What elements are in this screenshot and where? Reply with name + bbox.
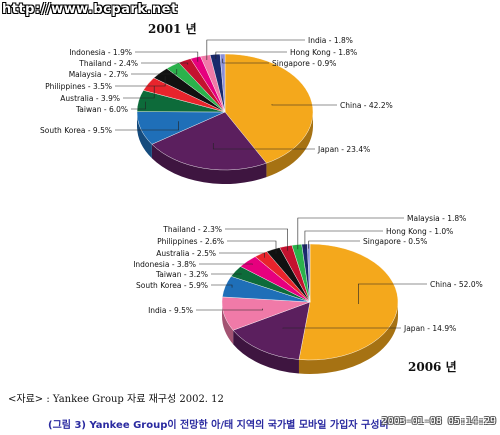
slice-label-china: China - 52.0%	[430, 280, 483, 289]
pie-side-china	[298, 302, 398, 374]
slice-label-thailand: Thailand - 2.3%	[162, 225, 222, 234]
leader-line	[227, 240, 277, 254]
leader-line	[131, 69, 178, 75]
pie-side-japan	[233, 330, 299, 374]
pie-slice-singapore	[219, 53, 226, 113]
slice-label-south-korea: South Korea - 5.9%	[136, 281, 208, 290]
slice-label-thailand: Thailand - 2.4%	[78, 59, 138, 68]
figure-caption: (그림 3) Yankee Group이 전망한 아/태 지역의 국가별 모바일…	[48, 420, 389, 431]
timestamp-overlay: 2003-01-08 05:14:29	[381, 416, 496, 427]
slice-label-malaysia: Malaysia - 2.7%	[69, 70, 128, 79]
leader-line	[115, 121, 179, 131]
leader-line	[115, 76, 166, 87]
slice-label-hong-kong: Hong Kong - 1.8%	[290, 48, 357, 57]
pie-slice-japan	[232, 301, 311, 360]
leader-line	[215, 51, 287, 59]
slice-label-singapore: Singapore - 0.5%	[363, 237, 427, 246]
slice-label-malaysia: Malaysia - 1.8%	[407, 214, 466, 223]
pie-side-india	[222, 302, 234, 345]
source-note: <자료> : Yankee Group 자료 재구성 2002. 12	[8, 394, 224, 405]
leader-line	[141, 62, 189, 65]
leader-line	[135, 51, 199, 62]
pie-chart-1: China - 52.0% Japan - 14.9% India - 9.5% So…	[133, 214, 483, 374]
slice-label-philippines: Philippines - 3.5%	[45, 82, 112, 91]
chart-title-2001: 2001 년	[148, 22, 197, 36]
leader-line	[211, 284, 233, 288]
leader-line	[222, 58, 269, 64]
slice-label-japan: Japan - 23.4%	[317, 145, 370, 154]
leader-line	[199, 263, 253, 265]
slice-label-japan: Japan - 14.9%	[403, 324, 456, 333]
slice-label-india: India - 9.5%	[148, 306, 193, 315]
leader-line	[196, 308, 263, 311]
slice-label-china: China - 42.2%	[340, 101, 393, 110]
slice-label-taiwan: Taiwan - 3.2%	[155, 270, 208, 279]
slice-label-india: India - 1.8%	[308, 36, 353, 45]
leader-line	[271, 104, 337, 106]
leader-line	[212, 142, 315, 150]
leader-line	[304, 230, 383, 249]
leader-line	[297, 217, 404, 250]
slice-label-south-korea: South Korea - 9.5%	[40, 126, 112, 135]
pie-chart-0: China - 42.2% Japan - 23.4% South Korea - …	[40, 36, 393, 184]
pie-slice-china	[224, 53, 314, 164]
leader-line	[358, 283, 427, 305]
slice-label-singapore: Singapore - 0.9%	[272, 59, 336, 68]
leader-line	[206, 39, 305, 60]
leader-line	[225, 228, 288, 251]
pie-side-south-korea	[137, 112, 152, 159]
pie-slice-china	[298, 243, 399, 361]
slice-label-indonesia: Indonesia - 1.9%	[69, 48, 132, 57]
pie-side-japan	[151, 144, 267, 184]
slice-label-australia: Australia - 2.5%	[156, 249, 216, 258]
site-watermark: http://www.bcpark.net	[2, 2, 178, 17]
slice-label-hong-kong: Hong Kong - 1.0%	[386, 227, 453, 236]
slice-label-taiwan: Taiwan - 6.0%	[75, 105, 128, 114]
chart-title-2006: 2006 년	[408, 360, 457, 374]
leader-line	[308, 240, 360, 249]
slice-label-indonesia: Indonesia - 3.8%	[133, 260, 196, 269]
pie-slice-japan	[151, 111, 267, 171]
slice-label-australia: Australia - 3.9%	[60, 94, 120, 103]
pie-side-china	[266, 112, 313, 178]
leader-line	[219, 252, 266, 258]
leader-line	[131, 101, 146, 110]
slice-label-philippines: Philippines - 2.6%	[157, 237, 224, 246]
leader-line	[123, 86, 155, 99]
